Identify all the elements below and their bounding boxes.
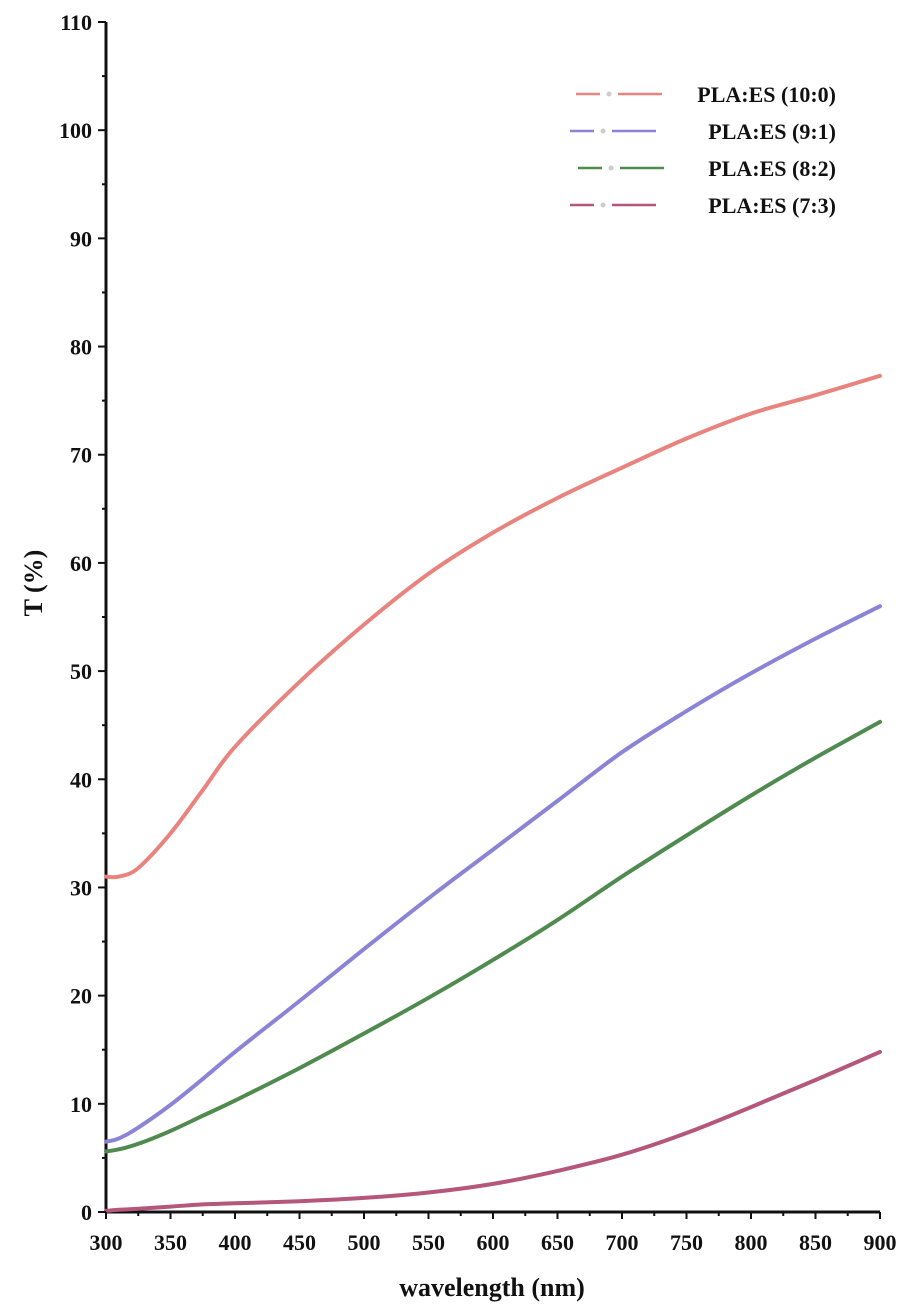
x-tick-label: 450 [283, 1230, 316, 1255]
legend-marker-4 [600, 202, 606, 208]
legend-label-2: PLA:ES (9:1) [708, 119, 836, 144]
y-axis-title: T (%) [19, 550, 48, 617]
x-tick-label: 500 [348, 1230, 381, 1255]
y-tick-label: 60 [70, 551, 92, 576]
series-line-3 [104, 719, 882, 1154]
x-tick-label: 700 [606, 1230, 639, 1255]
series-line-2 [104, 604, 882, 1144]
x-tick-label: 600 [477, 1230, 510, 1255]
x-tick-label: 650 [541, 1230, 574, 1255]
series-line-1 [104, 373, 882, 880]
y-tick-label: 80 [70, 335, 92, 360]
y-tick-label: 30 [70, 875, 92, 900]
tick-layer: 300 350 400 450 500 550 600 650 700 750 800 850 900 0… [59, 10, 897, 1255]
y-tick-label: 100 [59, 118, 92, 143]
series-layer [104, 373, 882, 1213]
legend-label-4: PLA:ES (7:3) [708, 193, 836, 218]
series-line-4 [104, 1049, 882, 1213]
legend-marker-1 [606, 91, 612, 97]
legend-label-1: PLA:ES (10:0) [697, 82, 836, 107]
x-tick-label: 400 [219, 1230, 252, 1255]
y-tick-label: 10 [70, 1092, 92, 1117]
x-tick-label: 800 [735, 1230, 768, 1255]
y-tick-label: 70 [70, 443, 92, 468]
x-tick-label: 300 [90, 1230, 123, 1255]
y-tick-label: 110 [60, 10, 92, 35]
legend-label-3: PLA:ES (8:2) [708, 156, 836, 181]
x-tick-label: 850 [799, 1230, 832, 1255]
legend-marker-2 [600, 128, 606, 134]
x-tick-label: 750 [670, 1230, 703, 1255]
x-tick-label: 350 [154, 1230, 187, 1255]
legend-marker-3 [608, 165, 614, 171]
x-axis-title: wavelength (nm) [399, 1273, 585, 1302]
x-tick-label: 900 [864, 1230, 897, 1255]
y-tick-label: 90 [70, 226, 92, 251]
y-tick-label: 20 [70, 984, 92, 1009]
legend: PLA:ES (10:0) PLA:ES (9:1) PLA:ES (8:2) PLA… [570, 82, 836, 218]
y-tick-label: 40 [70, 767, 92, 792]
x-tick-label: 550 [412, 1230, 445, 1255]
y-tick-label: 0 [81, 1200, 92, 1225]
y-tick-label: 50 [70, 659, 92, 684]
